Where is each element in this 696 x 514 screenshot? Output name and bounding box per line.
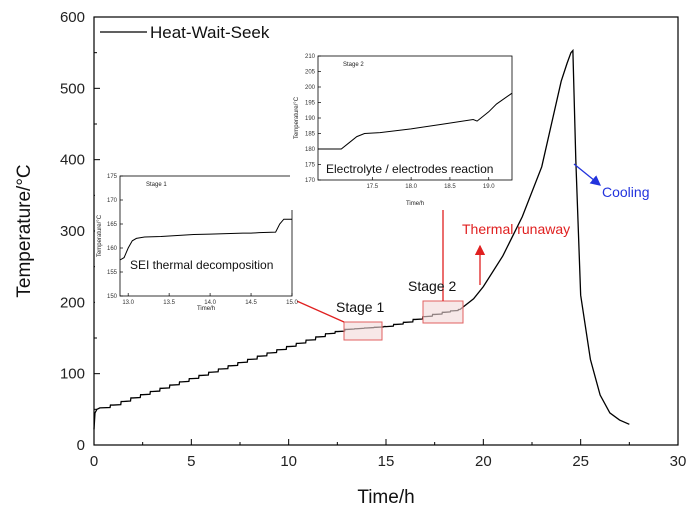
inset-x-tick-label: 13.5 — [163, 300, 175, 306]
inset-y-tick-label: 155 — [107, 270, 118, 276]
inset-y-tick-label: 160 — [107, 246, 118, 252]
inset-y-tick-label: 185 — [305, 132, 316, 138]
inset2-line — [318, 92, 513, 150]
inset-y-tick-label: 210 — [305, 54, 316, 60]
stage2-highlight-box — [422, 300, 464, 324]
y-tick-label: 600 — [60, 9, 85, 26]
y-tick-label: 200 — [60, 294, 85, 311]
inset-y-tick-label: 175 — [107, 174, 118, 180]
inset1-ylabel: Temperature/°C — [97, 214, 103, 257]
cooling-annotation: Cooling — [602, 184, 649, 200]
thermal-runaway-annotation: Thermal runaway — [462, 221, 570, 237]
inset1-label: SEI thermal decomposition — [130, 258, 273, 272]
y-tick-label: 100 — [60, 366, 85, 383]
inset-x-tick-label: 13.0 — [122, 300, 134, 306]
inset2-title: Stage 2 — [343, 62, 364, 68]
cooling-arrow — [573, 163, 602, 186]
inset1-frame — [119, 175, 293, 297]
stage1-annotation: Stage 1 — [336, 299, 384, 315]
inset-x-tick-label: 18.0 — [405, 184, 417, 190]
x-tick-label: 30 — [670, 453, 687, 470]
inset1-line — [119, 218, 292, 261]
inset-y-tick-label: 175 — [305, 163, 316, 169]
y-tick-label: 400 — [60, 152, 85, 169]
inset-stage1: 13.0 13.5 14.0 14.5 15.0 150 155 160 165 170 175 S… — [95, 171, 298, 315]
inset1-title: Stage 1 — [146, 182, 167, 188]
inset-x-tick-label: 18.5 — [444, 184, 456, 190]
inset-y-tick-label: 180 — [305, 147, 316, 153]
inset2-background — [290, 52, 518, 210]
y-tick-label: 300 — [60, 223, 85, 240]
inset-x-tick-label: 15.0 — [286, 300, 298, 306]
y-axis-title: Temperature/°C — [14, 164, 35, 297]
inset1-xlabel: Time/h — [197, 306, 215, 312]
inset-y-tick-label: 190 — [305, 116, 316, 122]
inset-y-tick-label: 205 — [305, 70, 316, 76]
x-tick-label: 15 — [378, 453, 395, 470]
y-tick-label: 0 — [77, 437, 85, 454]
inset-x-tick-label: 19.0 — [483, 184, 495, 190]
inset-stage2: 17.5 18.0 18.5 19.0 170 175 180 185 190 195 200 205… — [290, 52, 518, 210]
stage2-annotation: Stage 2 — [408, 278, 456, 294]
x-axis-title: Time/h — [357, 487, 414, 508]
inset2-label: Electrolyte / electrodes reaction — [326, 162, 493, 176]
inset-x-tick-label: 14.0 — [204, 300, 216, 306]
inset2-ylabel: Temperature/°C — [294, 96, 300, 139]
x-tick-label: 25 — [572, 453, 589, 470]
inset-y-tick-label: 165 — [107, 222, 118, 228]
inset-y-tick-label: 195 — [305, 101, 316, 107]
x-tick-label: 5 — [187, 453, 195, 470]
inset-y-tick-label: 200 — [305, 85, 316, 91]
x-tick-label: 20 — [475, 453, 492, 470]
inset1-background — [95, 171, 297, 315]
inset-x-tick-label: 17.5 — [366, 184, 378, 190]
plot-frame — [93, 16, 679, 446]
inset-y-tick-label: 170 — [107, 198, 118, 204]
inset1-ticks: 13.0 13.5 14.0 14.5 15.0 150 155 160 165 170 175 — [107, 174, 299, 306]
x-tick-label: 0 — [90, 453, 98, 470]
stage1-highlight-box — [343, 321, 383, 341]
inset2-xlabel: Time/h — [406, 201, 424, 207]
inset-x-tick-label: 14.5 — [245, 300, 257, 306]
inset-y-tick-label: 170 — [305, 178, 316, 184]
inset-y-tick-label: 150 — [107, 294, 118, 300]
inset2-ticks: 17.5 18.0 18.5 19.0 170 175 180 185 190 195 200 205… — [305, 54, 495, 190]
x-tick-label: 10 — [280, 453, 297, 470]
legend-label: Heat-Wait-Seek — [150, 23, 270, 42]
y-tick-label: 500 — [60, 80, 85, 97]
